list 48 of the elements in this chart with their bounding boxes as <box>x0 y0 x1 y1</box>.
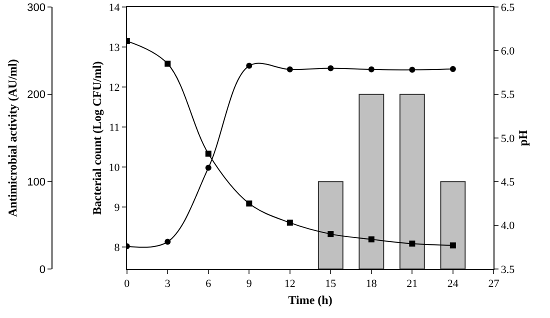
x-tick-label: 21 <box>406 278 418 290</box>
x-tick-label: 15 <box>325 278 337 290</box>
y3-tick-label: 300 <box>27 2 46 14</box>
y2-tick-label: 6.0 <box>500 46 516 58</box>
y3-tick-label: 200 <box>27 89 46 102</box>
y2-tick-label: 6.5 <box>500 2 516 14</box>
point <box>246 62 252 69</box>
y-tick-label: 12 <box>108 82 120 94</box>
x-tick-label: 0 <box>124 278 130 290</box>
y2-axis-title: pH <box>516 129 530 146</box>
y-tick-label: 10 <box>108 162 120 174</box>
y3-tick-label: 0 <box>39 264 46 276</box>
x-tick-label: 24 <box>447 278 459 290</box>
point <box>450 66 456 72</box>
y2-tick-label: 3.5 <box>500 264 516 276</box>
point <box>286 220 293 226</box>
point <box>328 65 334 72</box>
y3-tick-label: 100 <box>27 176 46 189</box>
x-tick-label: 27 <box>488 278 500 290</box>
point <box>409 240 416 247</box>
y3-axis-title: Antimicrobial activity (AU/ml) <box>5 59 20 217</box>
point <box>205 150 212 157</box>
point <box>164 60 171 67</box>
point <box>450 242 456 248</box>
point <box>246 200 252 206</box>
point <box>286 66 293 72</box>
x-axis-title: Time (h) <box>288 293 332 308</box>
x-tick-label: 3 <box>164 278 171 290</box>
y2-tick-label: 4.5 <box>500 176 516 189</box>
y-tick-label: 8 <box>114 242 120 254</box>
point <box>368 236 374 242</box>
x-tick-label: 9 <box>246 278 252 290</box>
point <box>164 238 171 245</box>
x-tick-label: 12 <box>284 278 296 290</box>
y2-tick-label: 5.0 <box>500 132 516 145</box>
x-tick-label: 6 <box>206 278 212 290</box>
x-tick-label: 18 <box>366 278 378 290</box>
point <box>205 164 212 171</box>
point <box>368 66 374 72</box>
y-tick-label: 14 <box>108 2 120 14</box>
y2-tick-label: 4.0 <box>500 220 516 232</box>
y-axis-title: Bacterial count (Log CFU/ml) <box>90 61 104 215</box>
point <box>328 231 334 238</box>
y-tick-label: 13 <box>108 42 120 54</box>
point <box>409 66 416 73</box>
y-tick-label: 11 <box>109 122 120 134</box>
y2-tick-label: 5.5 <box>500 89 516 102</box>
y-tick-label: 9 <box>114 202 120 214</box>
